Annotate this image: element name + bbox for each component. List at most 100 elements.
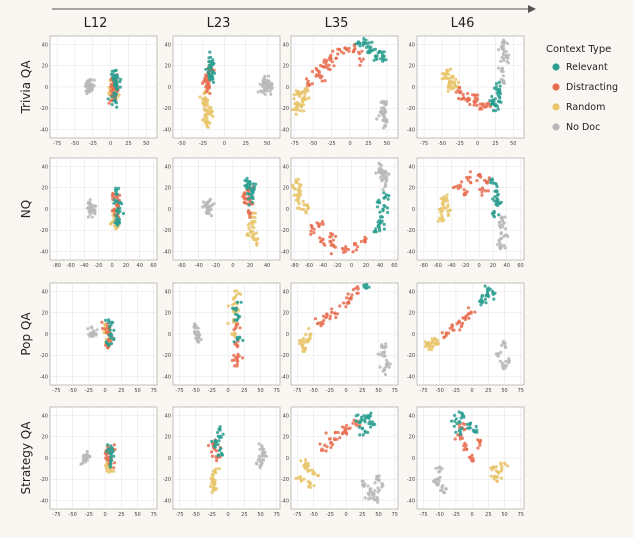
- point-distracting: [455, 322, 459, 326]
- point-distracting: [481, 102, 485, 106]
- point-random: [506, 464, 510, 468]
- point-no-doc: [263, 454, 267, 458]
- point-random: [446, 89, 450, 93]
- point-relevant: [118, 85, 122, 89]
- point-relevant: [374, 227, 378, 231]
- point-relevant: [218, 425, 222, 429]
- point-no-doc: [502, 234, 506, 238]
- x-tick-label: 0: [223, 141, 226, 147]
- point-random: [439, 197, 443, 201]
- point-distracting: [466, 178, 470, 182]
- point-random: [245, 233, 249, 237]
- point-distracting: [327, 63, 331, 67]
- point-distracting: [310, 70, 315, 74]
- point-relevant: [370, 40, 374, 44]
- point-random: [299, 103, 303, 107]
- point-relevant: [455, 421, 459, 426]
- point-distracting: [215, 459, 219, 463]
- point-relevant: [235, 336, 239, 340]
- point-relevant: [116, 207, 120, 211]
- point-random: [302, 348, 306, 352]
- point-relevant: [496, 90, 500, 94]
- point-distracting: [330, 60, 334, 64]
- point-relevant: [356, 413, 360, 417]
- point-relevant: [249, 186, 253, 190]
- point-relevant: [492, 215, 496, 219]
- layer-labels: L12 L23 L35 L46: [52, 5, 536, 31]
- point-relevant: [112, 454, 116, 458]
- y-tick-label: -40: [281, 374, 289, 380]
- point-random: [305, 203, 310, 207]
- point-no-doc: [204, 210, 208, 214]
- layer-label-l12: L12: [84, 16, 108, 31]
- y-tick-label: 0: [286, 207, 289, 213]
- point-random: [430, 345, 434, 349]
- point-relevant: [108, 463, 112, 467]
- point-random: [436, 219, 440, 223]
- point-relevant: [110, 333, 114, 338]
- x-tick-label: -75: [293, 388, 301, 394]
- point-random: [449, 87, 453, 91]
- y-tick-label: 20: [42, 64, 48, 70]
- point-random: [210, 490, 214, 495]
- point-random: [202, 91, 206, 96]
- point-relevant: [357, 425, 361, 429]
- point-no-doc: [366, 484, 370, 488]
- x-tick-label: 40: [264, 263, 270, 269]
- point-random: [438, 216, 442, 220]
- point-relevant: [112, 201, 116, 205]
- point-no-doc: [499, 237, 503, 241]
- x-tick-label: -75: [419, 512, 427, 518]
- point-relevant: [238, 335, 242, 339]
- y-tick-label: 0: [168, 332, 171, 338]
- point-relevant: [377, 223, 381, 227]
- point-no-doc: [360, 483, 365, 487]
- point-no-doc: [498, 220, 502, 224]
- point-relevant: [363, 430, 367, 434]
- point-distracting: [451, 328, 455, 332]
- point-no-doc: [261, 458, 265, 462]
- point-no-doc: [254, 461, 259, 465]
- y-tick-label: 20: [283, 64, 289, 70]
- point-distracting: [357, 52, 362, 56]
- point-no-doc: [502, 243, 506, 247]
- x-tick-label: -40: [447, 263, 455, 269]
- point-relevant: [120, 202, 124, 206]
- point-relevant: [250, 200, 254, 204]
- point-relevant: [381, 209, 385, 213]
- x-tick-label: -25: [199, 141, 207, 147]
- x-tick-label: -25: [328, 141, 336, 147]
- point-distracting: [107, 101, 111, 105]
- point-relevant: [104, 318, 108, 322]
- point-distracting: [472, 103, 476, 107]
- panel-r2-c1: -75 -50 -25 0 25 50 75 40 20 0 -20 -40: [163, 282, 281, 394]
- y-tick-label: -20: [407, 477, 415, 483]
- x-tick-label: -75: [175, 512, 183, 518]
- point-distracting: [206, 443, 211, 448]
- point-distracting: [457, 320, 462, 325]
- legend-title: Context Type: [546, 44, 611, 55]
- point-random: [495, 479, 499, 483]
- point-relevant: [453, 419, 457, 423]
- point-distracting: [352, 241, 357, 246]
- point-distracting: [321, 219, 325, 224]
- x-tick-label: -25: [85, 388, 93, 394]
- point-distracting: [464, 443, 468, 447]
- point-no-doc: [258, 447, 262, 451]
- point-distracting: [335, 437, 339, 441]
- point-relevant: [114, 92, 118, 96]
- point-distracting: [473, 100, 477, 105]
- point-relevant: [117, 201, 121, 205]
- point-distracting: [317, 224, 321, 228]
- x-tick-label: -60: [305, 263, 313, 269]
- point-random: [105, 465, 109, 469]
- point-no-doc: [257, 442, 261, 446]
- x-tick-label: -20: [461, 263, 469, 269]
- x-tick-label: 50: [143, 141, 149, 147]
- point-no-doc: [199, 337, 203, 342]
- point-random: [304, 97, 308, 101]
- y-tick-label: 20: [283, 311, 289, 317]
- point-distracting: [453, 185, 457, 189]
- point-relevant: [484, 301, 488, 305]
- point-relevant: [491, 197, 495, 201]
